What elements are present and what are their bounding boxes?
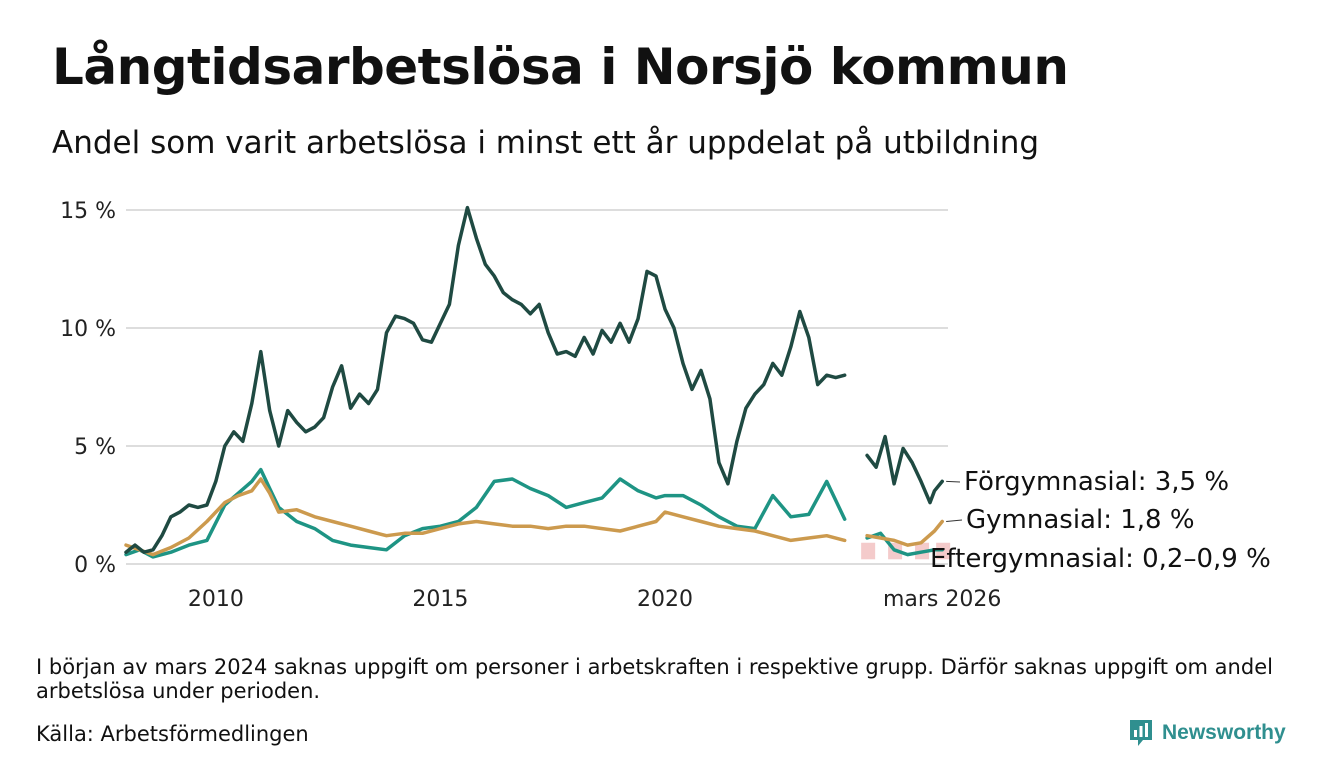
x-axis: 2010 2015 2020 mars 2026 bbox=[188, 587, 1002, 612]
x-tick-label: 2010 bbox=[188, 587, 244, 612]
footnote: I början av mars 2024 saknas uppgift om … bbox=[36, 655, 1273, 703]
series-label-eftergymnasial: Eftergymnasial: 0,2–0,9 % bbox=[930, 544, 1271, 574]
y-tick-label: 5 % bbox=[74, 435, 116, 460]
chart-subtitle: Andel som varit arbetslösa i minst ett å… bbox=[52, 125, 1040, 161]
x-tick-label: mars 2026 bbox=[883, 587, 1001, 612]
label-leader-line bbox=[946, 519, 963, 523]
chart-title: Långtidsarbetslösa i Norsjö kommun bbox=[52, 38, 1069, 96]
uncertainty-band bbox=[861, 542, 876, 560]
series-line-förgymnasial bbox=[124, 205, 847, 554]
label-leader-line bbox=[946, 480, 961, 483]
gridlines bbox=[126, 209, 948, 565]
series-line-gymnasial bbox=[124, 477, 847, 557]
y-axis: 0 % 5 % 10 % 15 % bbox=[60, 199, 116, 578]
series-line-eftergymnasial bbox=[865, 531, 944, 557]
x-tick-label: 2015 bbox=[412, 587, 468, 612]
y-tick-label: 15 % bbox=[60, 199, 116, 224]
series-line-förgymnasial bbox=[865, 434, 944, 505]
series-lines bbox=[124, 205, 944, 559]
source-text: Källa: Arbetsförmedlingen bbox=[36, 722, 309, 746]
newsworthy-logo-icon bbox=[1130, 720, 1152, 746]
series-line-eftergymnasial bbox=[124, 467, 847, 559]
y-tick-label: 0 % bbox=[74, 553, 116, 578]
line-chart: 0 % 5 % 10 % 15 % 2010 2015 2020 mars 2026 För… bbox=[60, 199, 1271, 612]
series-label-förgymnasial: Förgymnasial: 3,5 % bbox=[964, 467, 1229, 497]
brand-name: Newsworthy bbox=[1162, 721, 1286, 744]
series-label-gymnasial: Gymnasial: 1,8 % bbox=[966, 505, 1195, 535]
brand-logo: Newsworthy bbox=[1128, 718, 1286, 748]
x-tick-label: 2020 bbox=[637, 587, 693, 612]
y-tick-label: 10 % bbox=[60, 317, 116, 342]
series-line-gymnasial bbox=[865, 519, 944, 547]
series-labels: Förgymnasial: 3,5 % Gymnasial: 1,8 % Efter… bbox=[930, 467, 1271, 574]
